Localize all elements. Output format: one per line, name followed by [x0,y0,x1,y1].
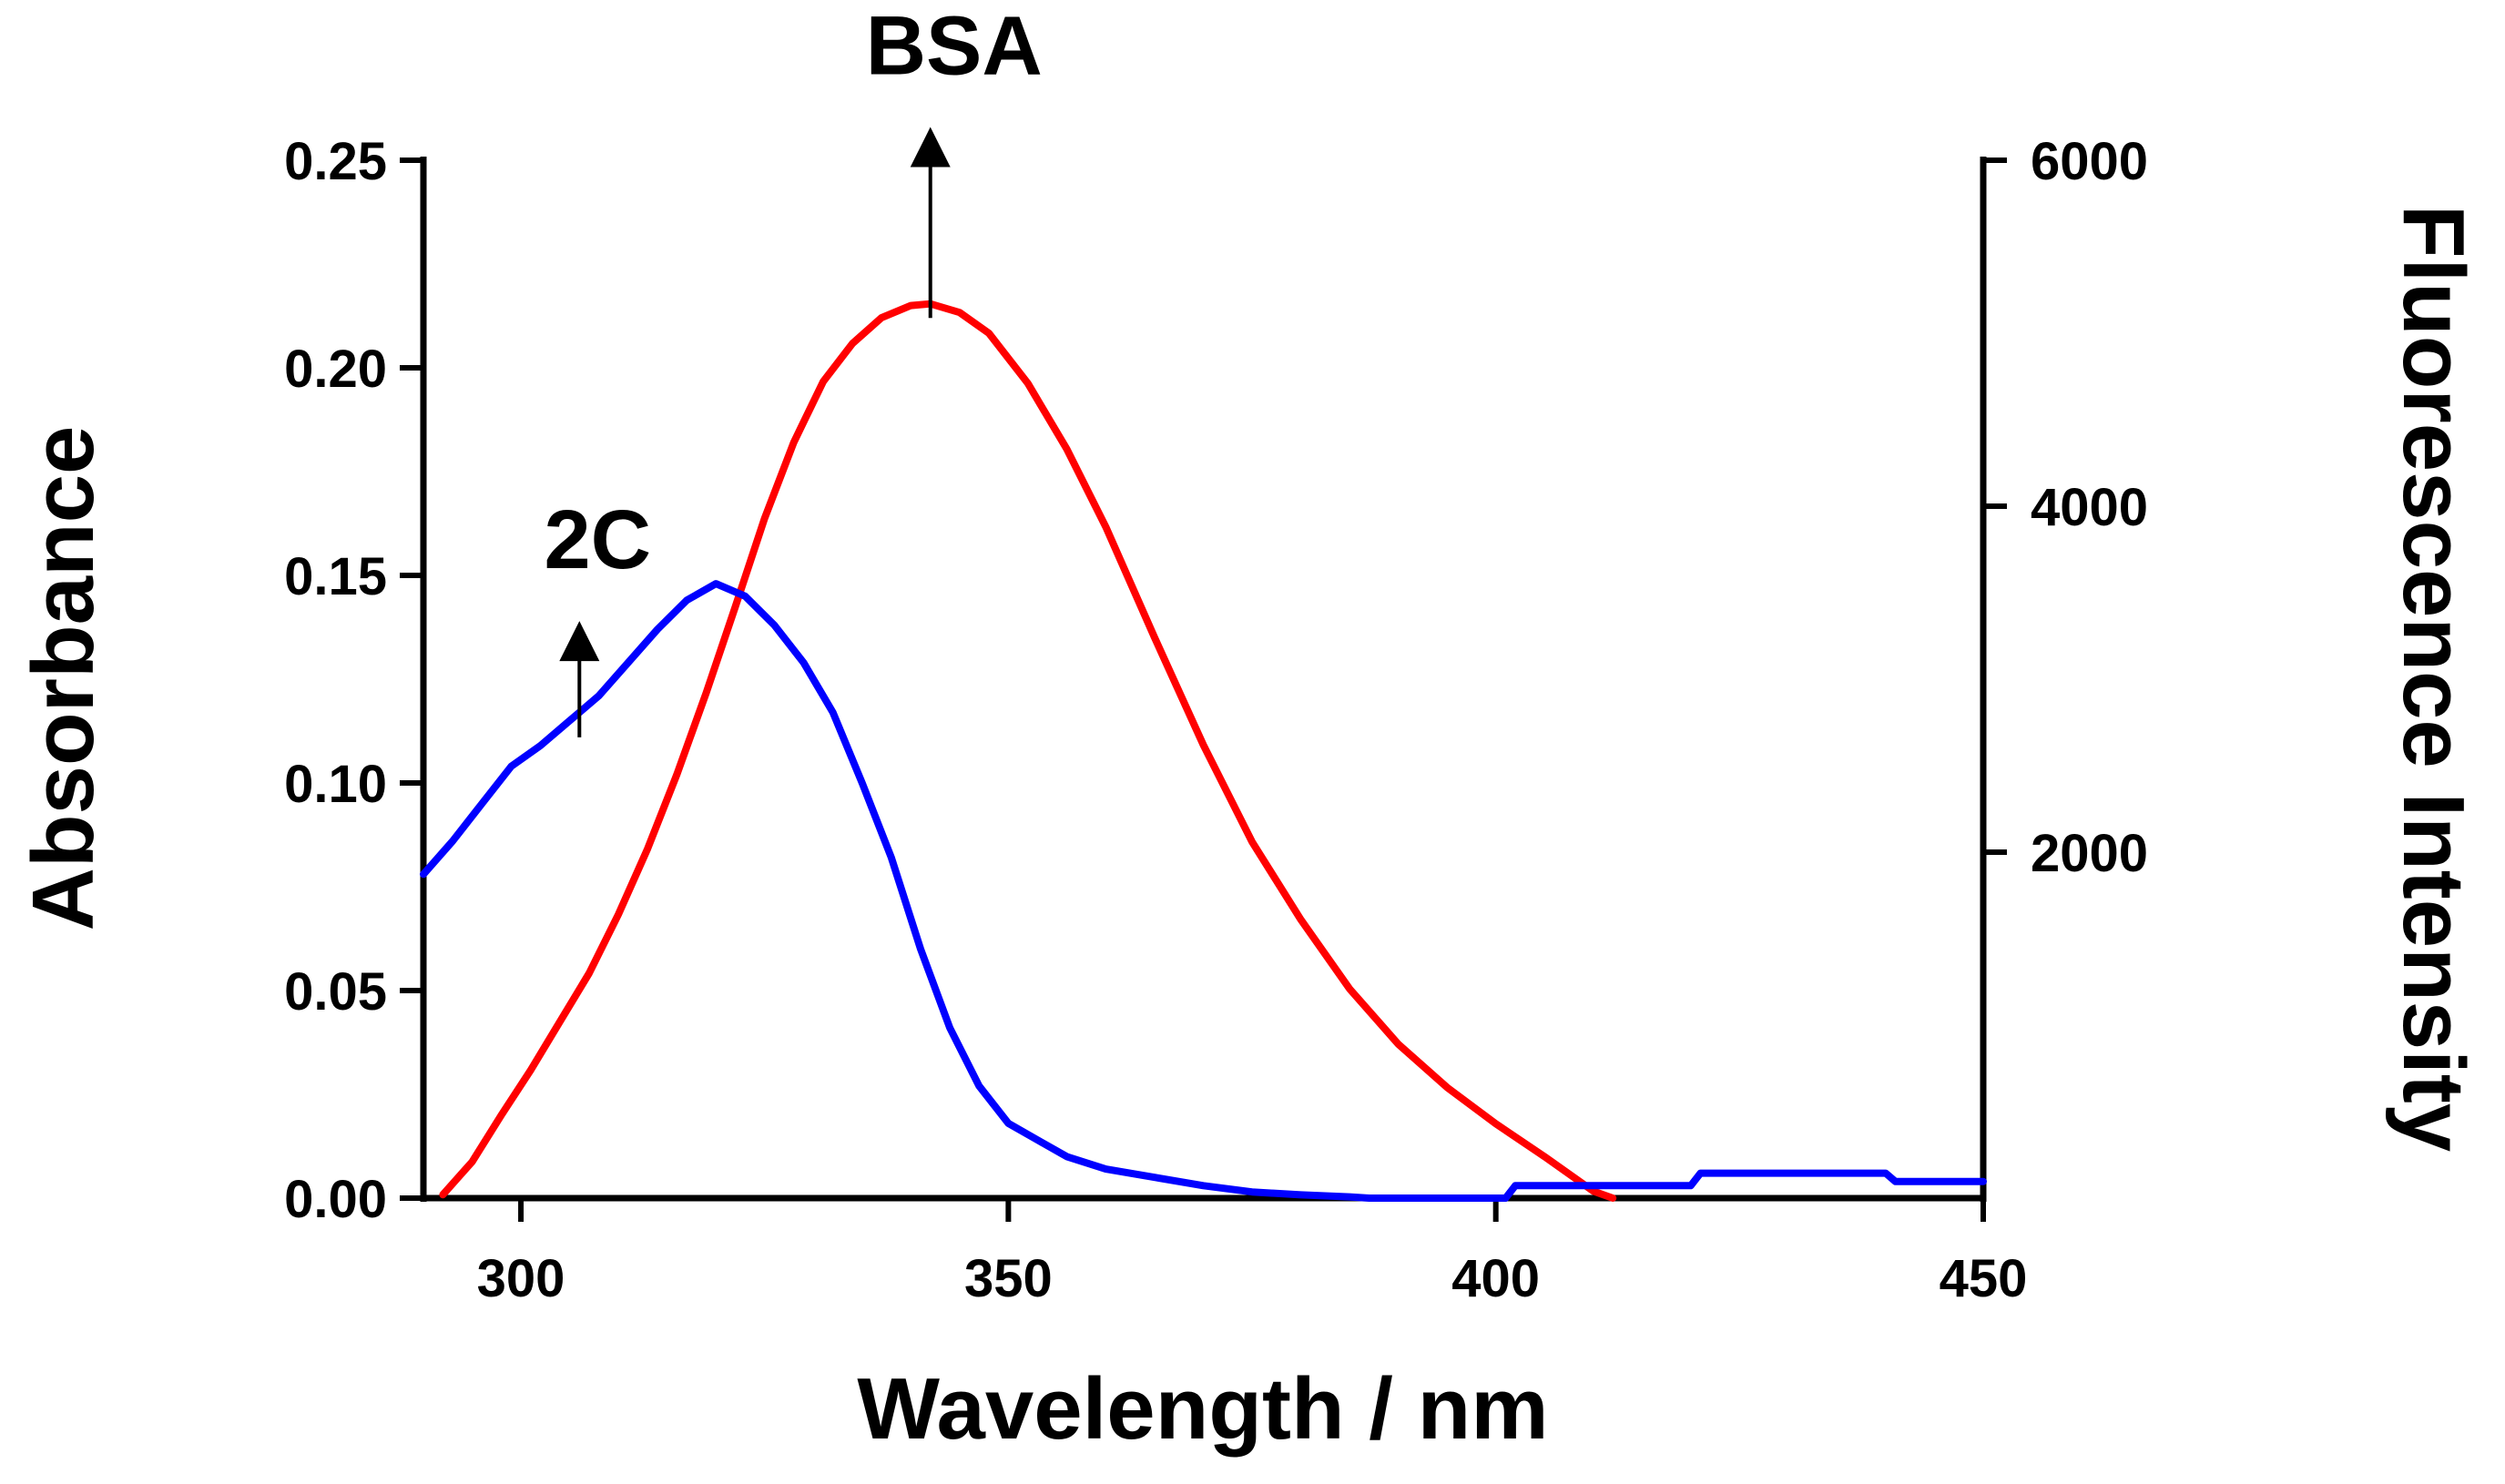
left-y-tick-label: 0.20 [284,340,387,399]
x-axis-title: Wavelength / nm [857,1360,1548,1458]
left-y-tick-label: 0.15 [284,547,387,606]
x-tick-label: 450 [1940,1249,2028,1308]
annotation-arrow-head [559,621,600,662]
axes [420,157,1987,1202]
left-y-axis-title: Absorbance [15,426,112,931]
left-y-tick-label: 0.00 [284,1170,387,1229]
x-tick-label: 300 [477,1249,565,1308]
annotation-label: 2C [544,493,651,586]
right-y-tick-label: 6000 [2031,132,2148,191]
absorbance-series-line [420,580,1987,1202]
annotations: BSA 2C [544,0,1043,737]
x-tick-label: 400 [1451,1249,1540,1308]
left-y-tick-label: 0.10 [284,755,387,814]
ticks: 300 350 400 450 0.00 0.05 0.10 0.15 0.20 0.25 2000… [284,132,2148,1308]
x-tick-label: 350 [964,1249,1053,1308]
fluorescence-series-line [439,300,1617,1202]
annotation-arrow-head [910,127,951,168]
left-y-tick-label: 0.25 [284,132,387,191]
series-layer [420,300,1987,1202]
left-y-tick-label: 0.05 [284,962,387,1022]
right-y-tick-label: 4000 [2031,478,2148,537]
right-y-axis-title: Fluorescence Intensity [2385,205,2482,1152]
right-y-tick-label: 2000 [2031,824,2148,883]
annotation-label: BSA [866,0,1043,93]
